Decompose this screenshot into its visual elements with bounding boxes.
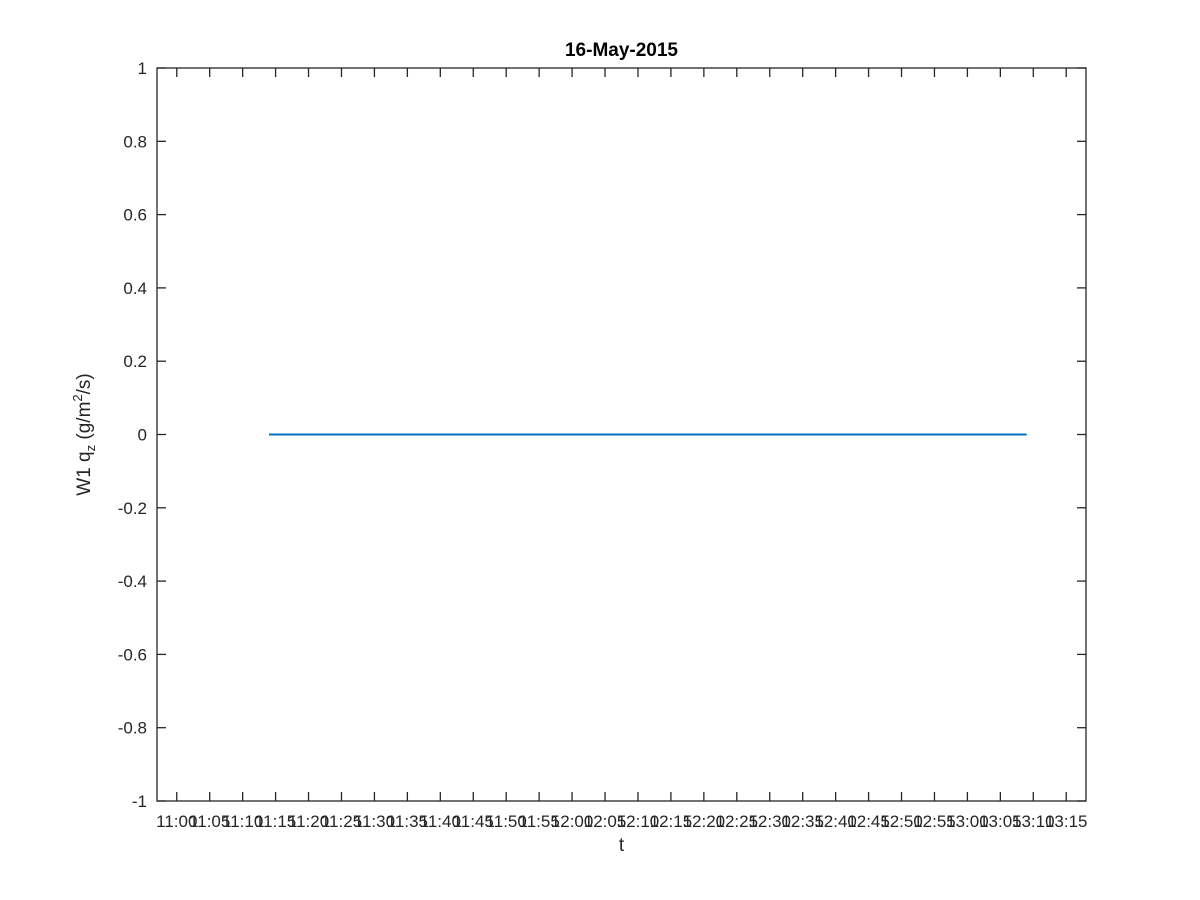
x-tick-label: 12:15 — [650, 812, 693, 831]
x-tick-label: 11:50 — [486, 812, 527, 831]
x-tick-label: 12:25 — [716, 812, 759, 831]
x-tick-label: 12:55 — [913, 812, 956, 831]
tick-marks — [157, 67, 1086, 802]
y-tick-labels: -1 -0.8 -0.6 -0.4 -0.2 0 0.2 0.4 0.6 0.8 1 — [118, 59, 147, 811]
x-tick-label: 12:45 — [847, 812, 890, 831]
x-tick-label: 12:30 — [748, 812, 791, 831]
y-axis-label: W1 qz (g/m2/s) — [70, 373, 98, 495]
x-tick-label: 12:05 — [584, 812, 627, 831]
x-tick-label: 12:50 — [880, 812, 923, 831]
y-tick-label: -1 — [132, 792, 147, 811]
x-tick-label: 12:20 — [683, 812, 726, 831]
x-tick-label: 12:35 — [781, 812, 824, 831]
y-axis-label-subscript: z — [83, 445, 98, 452]
y-tick-label: -0.6 — [118, 645, 147, 664]
x-tick-label: 12:10 — [617, 812, 660, 831]
x-tick-label: 12:40 — [814, 812, 857, 831]
y-axis-label-middle: (g/m — [74, 402, 95, 445]
y-tick-label: -0.2 — [118, 499, 147, 518]
y-tick-label: 0.4 — [123, 279, 147, 298]
chart-title: 16-May-2015 — [565, 40, 678, 61]
axes-box — [156, 67, 1087, 802]
x-tick-label: 11:25 — [321, 812, 362, 831]
x-tick-label: 11:00 — [156, 812, 197, 831]
x-tick-label: 13:10 — [1012, 812, 1055, 831]
y-tick-label: 0.2 — [123, 352, 147, 371]
y-axis-label-prefix: W1 q — [74, 451, 95, 495]
x-tick-label: 11:40 — [420, 812, 461, 831]
y-tick-label: 1 — [138, 59, 147, 78]
y-tick-label: 0.8 — [123, 132, 147, 151]
y-axis-label-superscript: 2 — [70, 394, 85, 401]
x-tick-label: 11:15 — [255, 812, 296, 831]
y-axis-label-suffix: /s) — [74, 373, 95, 394]
x-tick-label: 11:55 — [519, 812, 560, 831]
x-tick-label: 13:15 — [1045, 812, 1088, 831]
x-tick-label: 13:00 — [946, 812, 989, 831]
x-tick-label: 11:05 — [189, 812, 230, 831]
y-tick-label: -0.8 — [118, 719, 147, 738]
y-tick-label: -0.4 — [118, 572, 147, 591]
x-tick-labels: 11:0011:0511:1011:1511:2011:2511:3011:35… — [156, 812, 1087, 831]
x-tick-label: 11:30 — [354, 812, 395, 831]
x-tick-label: 12:00 — [551, 812, 594, 831]
x-tick-label: 11:35 — [387, 812, 428, 831]
y-tick-label: 0.6 — [123, 206, 147, 225]
x-axis-label: t — [619, 835, 625, 856]
x-tick-label: 11:45 — [453, 812, 494, 831]
x-tick-label: 11:10 — [222, 812, 263, 831]
y-tick-label: 0 — [138, 426, 147, 445]
x-tick-label: 13:05 — [979, 812, 1022, 831]
x-tick-label: 11:20 — [288, 812, 329, 831]
